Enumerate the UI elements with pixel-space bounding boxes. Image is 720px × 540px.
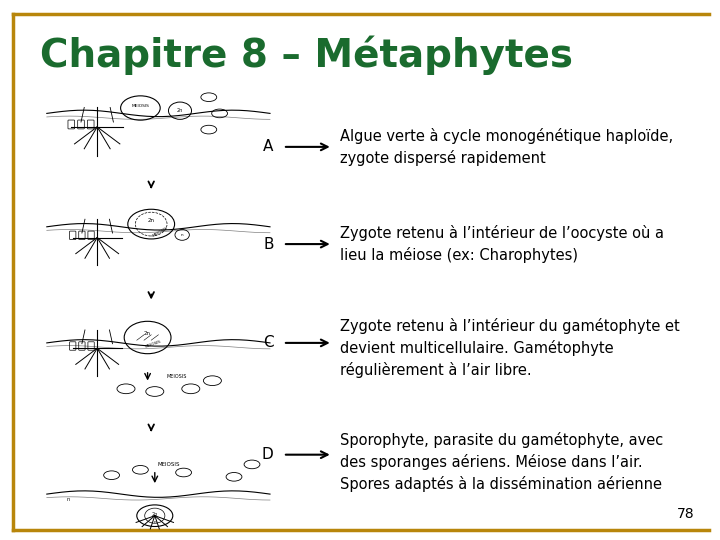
Text: n: n [181, 233, 184, 237]
Text: 2n: 2n [177, 108, 183, 113]
Ellipse shape [244, 460, 260, 469]
Text: A: A [264, 139, 274, 154]
Text: 2n: 2n [148, 218, 155, 223]
Text: 2n: 2n [144, 330, 151, 336]
Ellipse shape [117, 384, 135, 394]
Text: Sporophyte, parasite du gamétophyte, avec
des sporanges aériens. Méiose dans l’a: Sporophyte, parasite du gamétophyte, ave… [340, 432, 663, 491]
Ellipse shape [226, 472, 242, 481]
FancyBboxPatch shape [70, 231, 76, 240]
Text: 2n: 2n [152, 511, 158, 517]
Text: MEIOSIS: MEIOSIS [158, 462, 181, 467]
FancyBboxPatch shape [70, 342, 76, 350]
Ellipse shape [137, 505, 173, 526]
Ellipse shape [201, 125, 217, 134]
FancyBboxPatch shape [78, 342, 85, 350]
Text: D: D [262, 447, 274, 462]
Ellipse shape [145, 387, 164, 396]
Ellipse shape [132, 465, 148, 474]
Text: Chapitre 8 – Métaphytes: Chapitre 8 – Métaphytes [40, 35, 572, 75]
Text: B: B [263, 237, 274, 252]
FancyBboxPatch shape [88, 231, 94, 240]
Ellipse shape [181, 384, 200, 394]
Circle shape [168, 102, 192, 119]
FancyBboxPatch shape [78, 231, 85, 240]
FancyBboxPatch shape [68, 120, 75, 129]
Text: Zygote retenu à l’intérieur de l’oocyste où a
lieu la méiose (ex: Charophytes): Zygote retenu à l’intérieur de l’oocyste… [340, 225, 664, 263]
Ellipse shape [176, 468, 192, 477]
Text: Zygote retenu à l’intérieur du gamétophyte et
devient multicellulaire. Gamétophy: Zygote retenu à l’intérieur du gamétophy… [340, 319, 680, 378]
FancyBboxPatch shape [78, 120, 84, 129]
Text: MEIOSIS: MEIOSIS [145, 339, 162, 349]
Text: 78: 78 [678, 507, 695, 521]
Circle shape [175, 230, 189, 240]
Text: Algue verte à cycle monogénétique haplоïde,
zygote dispersé rapidement: Algue verte à cycle monogénétique haplоï… [340, 128, 673, 166]
FancyBboxPatch shape [87, 120, 94, 129]
Ellipse shape [212, 109, 228, 118]
Ellipse shape [104, 471, 120, 480]
Ellipse shape [121, 96, 161, 120]
Ellipse shape [125, 321, 171, 354]
Text: n: n [67, 497, 70, 502]
Text: MEIOSIS: MEIOSIS [152, 226, 169, 238]
Ellipse shape [128, 209, 175, 239]
Ellipse shape [201, 93, 217, 102]
Text: n: n [153, 520, 156, 524]
Ellipse shape [204, 376, 222, 386]
Text: C: C [263, 335, 274, 350]
Text: MEIOSIS: MEIOSIS [166, 374, 186, 379]
Text: MEIOSIS: MEIOSIS [132, 104, 149, 109]
FancyBboxPatch shape [88, 342, 94, 350]
